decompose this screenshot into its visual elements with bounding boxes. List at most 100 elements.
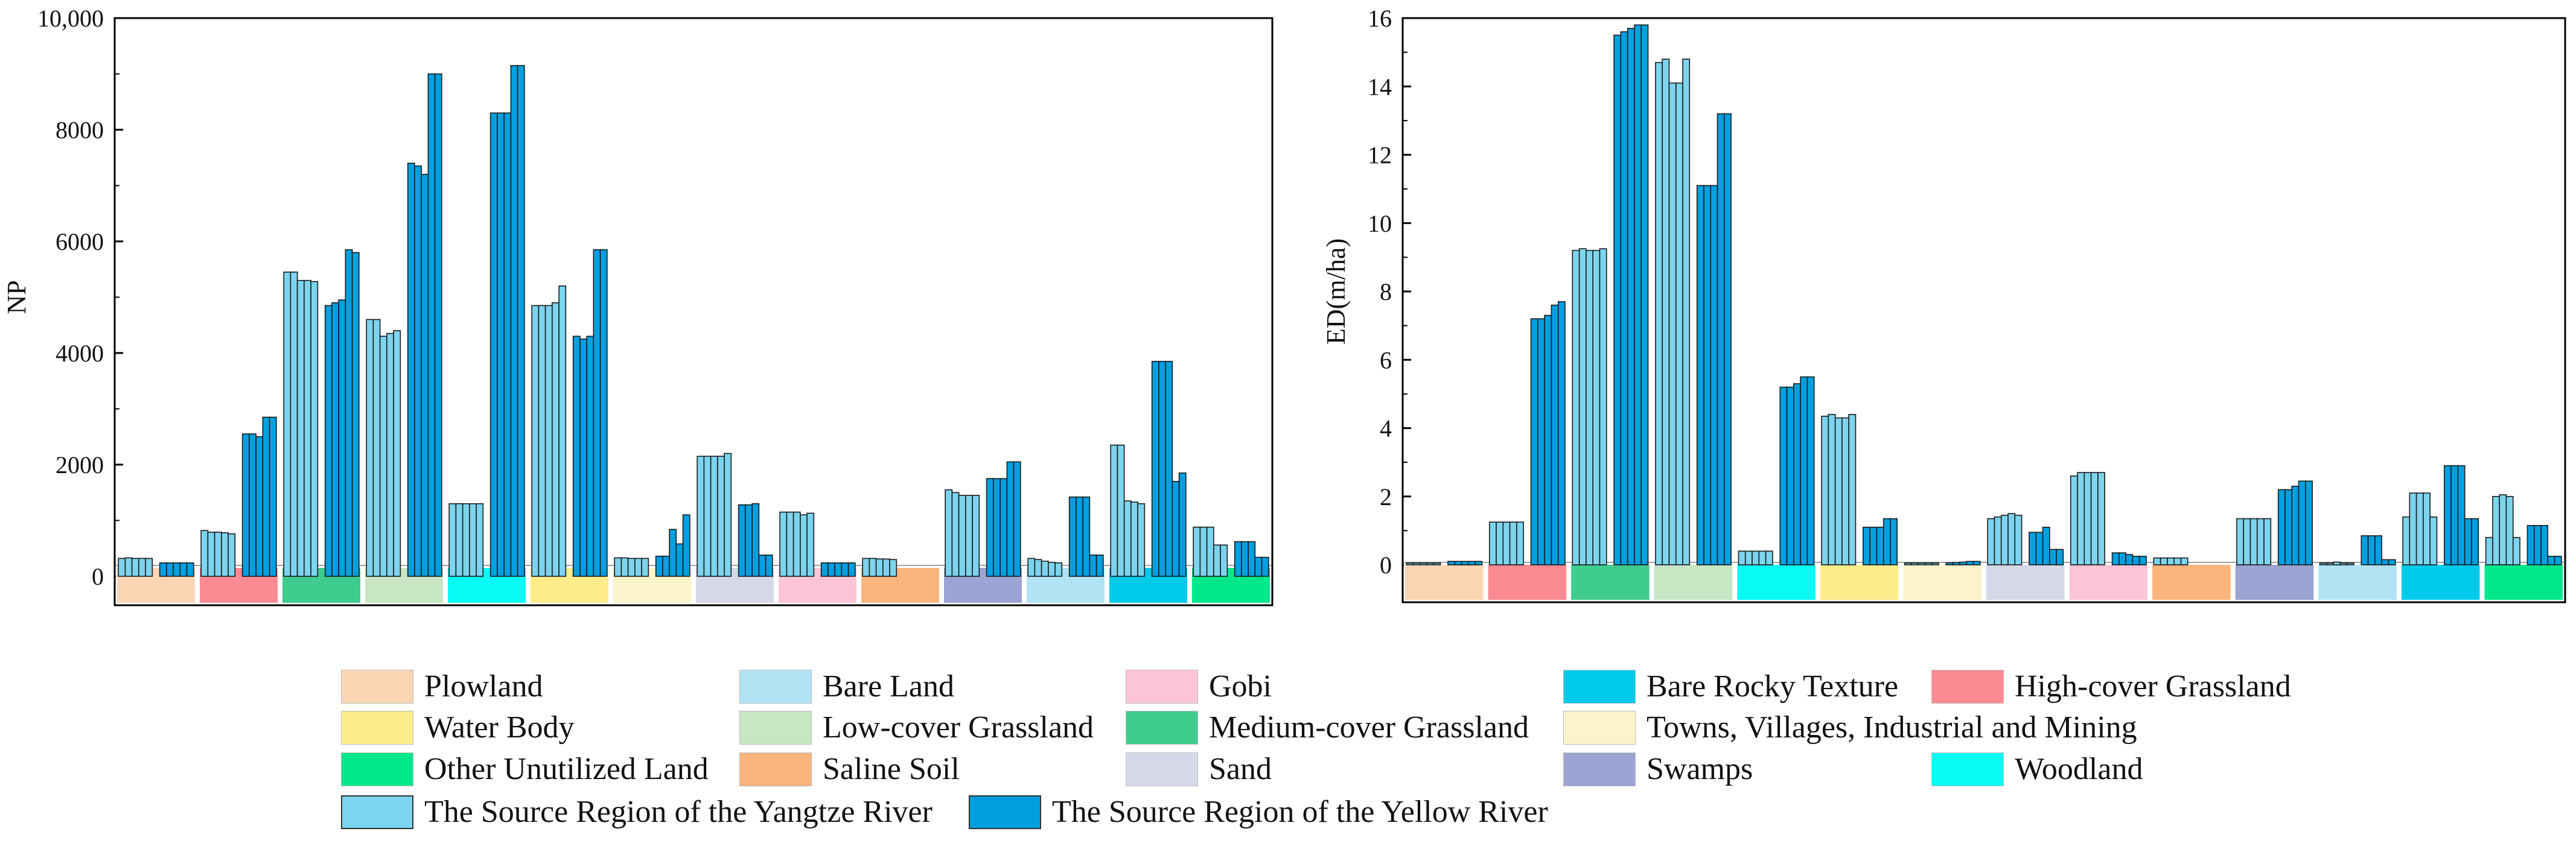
bar: [800, 514, 808, 577]
bar: [2485, 536, 2493, 565]
bar: [2457, 465, 2466, 565]
bar: [738, 504, 746, 577]
bar: [2429, 516, 2438, 565]
bar: [2042, 526, 2050, 565]
bar: [1682, 59, 1691, 565]
bar: [255, 436, 264, 577]
bar: [1738, 550, 1746, 565]
bar: [1869, 526, 1878, 565]
bar: [1468, 561, 1476, 565]
bar: [662, 555, 670, 577]
bar: [538, 305, 546, 577]
bar: [290, 272, 298, 577]
bar: [1592, 250, 1601, 565]
bar: [2367, 535, 2376, 565]
bar: [2450, 465, 2459, 565]
bar: [558, 285, 567, 577]
bar: [2409, 492, 2417, 565]
bar: [751, 503, 760, 577]
bar: [221, 532, 229, 577]
y-tick-label: 4000: [56, 340, 104, 367]
bar: [2361, 535, 2369, 565]
bar: [2029, 532, 2037, 565]
bar: [1412, 562, 1421, 565]
bar: [1488, 521, 1497, 565]
bar: [1613, 34, 1622, 565]
bar: [675, 543, 684, 577]
bar: [1544, 314, 1552, 565]
bar: [2256, 518, 2265, 565]
bar: [1178, 472, 1187, 577]
bar: [1863, 526, 1870, 565]
bar: [703, 456, 712, 577]
y-tick-label: 6000: [56, 228, 104, 255]
bar: [1082, 496, 1091, 577]
bar: [1620, 31, 1628, 565]
bar: [331, 302, 339, 577]
bar: [2284, 489, 2293, 565]
bar: [1502, 521, 1511, 565]
bar: [2236, 518, 2244, 565]
bar: [455, 503, 464, 577]
bar: [1586, 250, 1593, 565]
bar: [207, 532, 215, 577]
bar: [779, 511, 788, 577]
bar: [1828, 414, 1836, 565]
bar: [1758, 550, 1767, 565]
bar: [228, 533, 236, 577]
bar: [841, 562, 849, 577]
bar: [586, 336, 595, 577]
bar: [1703, 185, 1712, 565]
bar: [869, 558, 877, 577]
bar: [324, 305, 333, 577]
bar: [2291, 485, 2300, 565]
bar: [1241, 541, 1249, 577]
y-tick-label: 12: [1368, 142, 1392, 169]
bar: [2083, 472, 2092, 565]
bar: [1454, 561, 1462, 565]
category-strip: [1404, 564, 1485, 601]
bar: [200, 530, 209, 577]
bar: [2381, 559, 2389, 565]
bar: [745, 504, 753, 577]
bar: [469, 503, 477, 577]
bar: [2070, 475, 2078, 565]
bar: [1841, 417, 1849, 565]
bar: [827, 562, 835, 577]
bar: [2471, 518, 2479, 565]
bar: [1821, 415, 1829, 565]
bar: [1234, 541, 1242, 577]
category-strip: [1819, 564, 1900, 601]
category-strip: [1736, 564, 1817, 601]
bar: [2132, 556, 2140, 565]
category-strip: [1653, 564, 1734, 601]
bar: [2305, 480, 2313, 565]
bar: [965, 495, 973, 577]
bar: [641, 558, 649, 577]
bar: [1551, 304, 1559, 565]
bar: [1834, 417, 1843, 565]
bar: [2464, 518, 2472, 565]
bar: [1248, 541, 1256, 577]
bar: [999, 478, 1008, 577]
bar: [345, 249, 353, 577]
bar: [1095, 555, 1104, 577]
bar: [1911, 562, 1919, 565]
bar: [393, 330, 401, 577]
bar: [2243, 518, 2251, 565]
bar: [510, 65, 518, 577]
y-tick-label: 0: [1380, 552, 1392, 579]
category-strip: [1570, 564, 1651, 601]
bar: [497, 112, 505, 577]
bar: [1530, 318, 1538, 565]
bar: [2346, 562, 2354, 565]
bar: [2049, 549, 2057, 565]
category-strip: [2317, 564, 2398, 601]
bar: [847, 562, 856, 577]
y-axis-label: ED(m/ha): [1321, 238, 1351, 345]
bar: [2153, 557, 2161, 565]
bar: [2160, 557, 2168, 565]
bar: [2119, 552, 2126, 565]
bar: [1068, 496, 1077, 577]
